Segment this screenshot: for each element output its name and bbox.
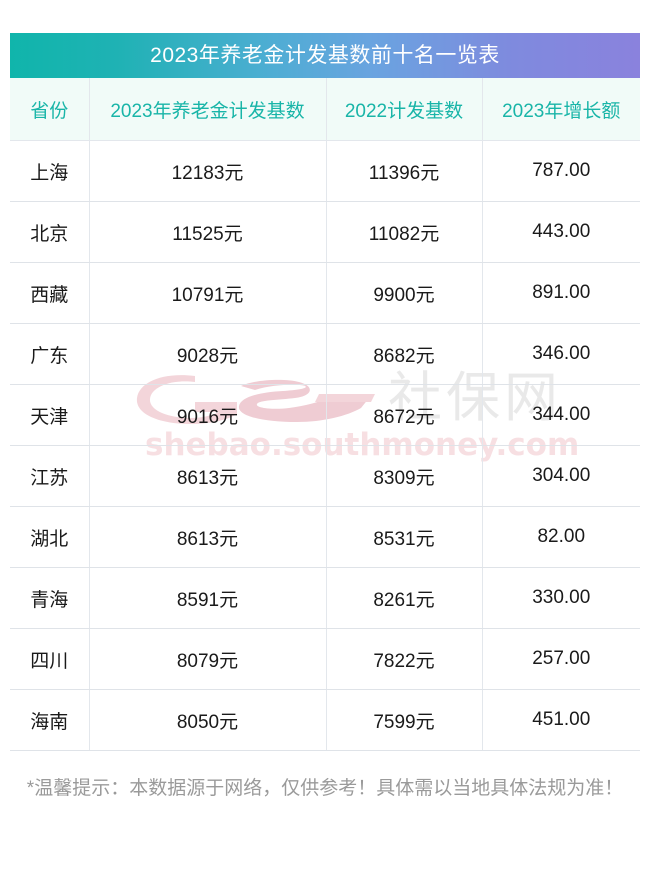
cell-growth-2023: 443.00 bbox=[482, 201, 640, 263]
header-row: 省份 2023年养老金计发基数 2022计发基数 2023年增长额 bbox=[10, 78, 640, 141]
cell-base-2022: 7822元 bbox=[326, 628, 483, 690]
table-row: 四川 8079元 7822元 257.00 bbox=[10, 628, 640, 690]
cell-base-2022: 8309元 bbox=[326, 445, 483, 507]
cell-base-2022: 8261元 bbox=[326, 567, 483, 629]
cell-growth-2023: 257.00 bbox=[482, 628, 640, 690]
cell-base-2022: 7599元 bbox=[326, 689, 483, 751]
table-row: 海南 8050元 7599元 451.00 bbox=[10, 689, 640, 751]
cell-province: 四川 bbox=[10, 628, 90, 690]
cell-growth-2023: 330.00 bbox=[482, 567, 640, 629]
table-row: 江苏 8613元 8309元 304.00 bbox=[10, 445, 640, 507]
cell-base-2022: 8682元 bbox=[326, 323, 483, 385]
footer-disclaimer: *温馨提示：本数据源于网络，仅供参考！具体需以当地具体法规为准！ bbox=[26, 778, 624, 799]
table-body: 上海 12183元 11396元 787.00 北京 11525元 11082元… bbox=[10, 140, 640, 751]
cell-base-2023: 9028元 bbox=[89, 323, 327, 385]
cell-province: 江苏 bbox=[10, 445, 90, 507]
table-row: 天津 9016元 8672元 344.00 bbox=[10, 384, 640, 446]
table-row: 湖北 8613元 8531元 82.00 bbox=[10, 506, 640, 568]
cell-province: 广东 bbox=[10, 323, 90, 385]
cell-base-2023: 8591元 bbox=[89, 567, 327, 629]
cell-province: 天津 bbox=[10, 384, 90, 446]
column-header-province: 省份 bbox=[10, 78, 90, 141]
cell-base-2022: 11396元 bbox=[326, 140, 483, 202]
table-row: 上海 12183元 11396元 787.00 bbox=[10, 140, 640, 202]
cell-base-2022: 8531元 bbox=[326, 506, 483, 568]
cell-growth-2023: 787.00 bbox=[482, 140, 640, 202]
cell-province: 海南 bbox=[10, 689, 90, 751]
cell-base-2023: 8613元 bbox=[89, 506, 327, 568]
cell-base-2023: 9016元 bbox=[89, 384, 327, 446]
cell-base-2023: 8079元 bbox=[89, 628, 327, 690]
column-header-base-2023: 2023年养老金计发基数 bbox=[89, 78, 327, 141]
table-row: 广东 9028元 8682元 346.00 bbox=[10, 323, 640, 385]
cell-growth-2023: 891.00 bbox=[482, 262, 640, 324]
table-title: 2023年养老金计发基数前十名一览表 bbox=[10, 33, 640, 78]
table-header: 省份 2023年养老金计发基数 2022计发基数 2023年增长额 bbox=[10, 78, 640, 141]
cell-growth-2023: 344.00 bbox=[482, 384, 640, 446]
cell-growth-2023: 304.00 bbox=[482, 445, 640, 507]
column-header-growth-2023: 2023年增长额 bbox=[482, 78, 640, 141]
cell-base-2023: 12183元 bbox=[89, 140, 327, 202]
pension-table-container: 2023年养老金计发基数前十名一览表 省份 2023年养老金计发基数 2022计… bbox=[10, 33, 640, 751]
pension-data-table: 省份 2023年养老金计发基数 2022计发基数 2023年增长额 上海 121… bbox=[10, 78, 640, 751]
cell-base-2022: 9900元 bbox=[326, 262, 483, 324]
cell-growth-2023: 82.00 bbox=[482, 506, 640, 568]
cell-base-2022: 11082元 bbox=[326, 201, 483, 263]
cell-base-2023: 8050元 bbox=[89, 689, 327, 751]
table-row: 青海 8591元 8261元 330.00 bbox=[10, 567, 640, 629]
column-header-base-2022: 2022计发基数 bbox=[326, 78, 483, 141]
table-row: 西藏 10791元 9900元 891.00 bbox=[10, 262, 640, 324]
table-row: 北京 11525元 11082元 443.00 bbox=[10, 201, 640, 263]
cell-growth-2023: 451.00 bbox=[482, 689, 640, 751]
cell-base-2023: 10791元 bbox=[89, 262, 327, 324]
cell-base-2023: 11525元 bbox=[89, 201, 327, 263]
cell-province: 湖北 bbox=[10, 506, 90, 568]
cell-province: 西藏 bbox=[10, 262, 90, 324]
cell-base-2022: 8672元 bbox=[326, 384, 483, 446]
cell-growth-2023: 346.00 bbox=[482, 323, 640, 385]
cell-province: 上海 bbox=[10, 140, 90, 202]
cell-province: 青海 bbox=[10, 567, 90, 629]
cell-province: 北京 bbox=[10, 201, 90, 263]
cell-base-2023: 8613元 bbox=[89, 445, 327, 507]
